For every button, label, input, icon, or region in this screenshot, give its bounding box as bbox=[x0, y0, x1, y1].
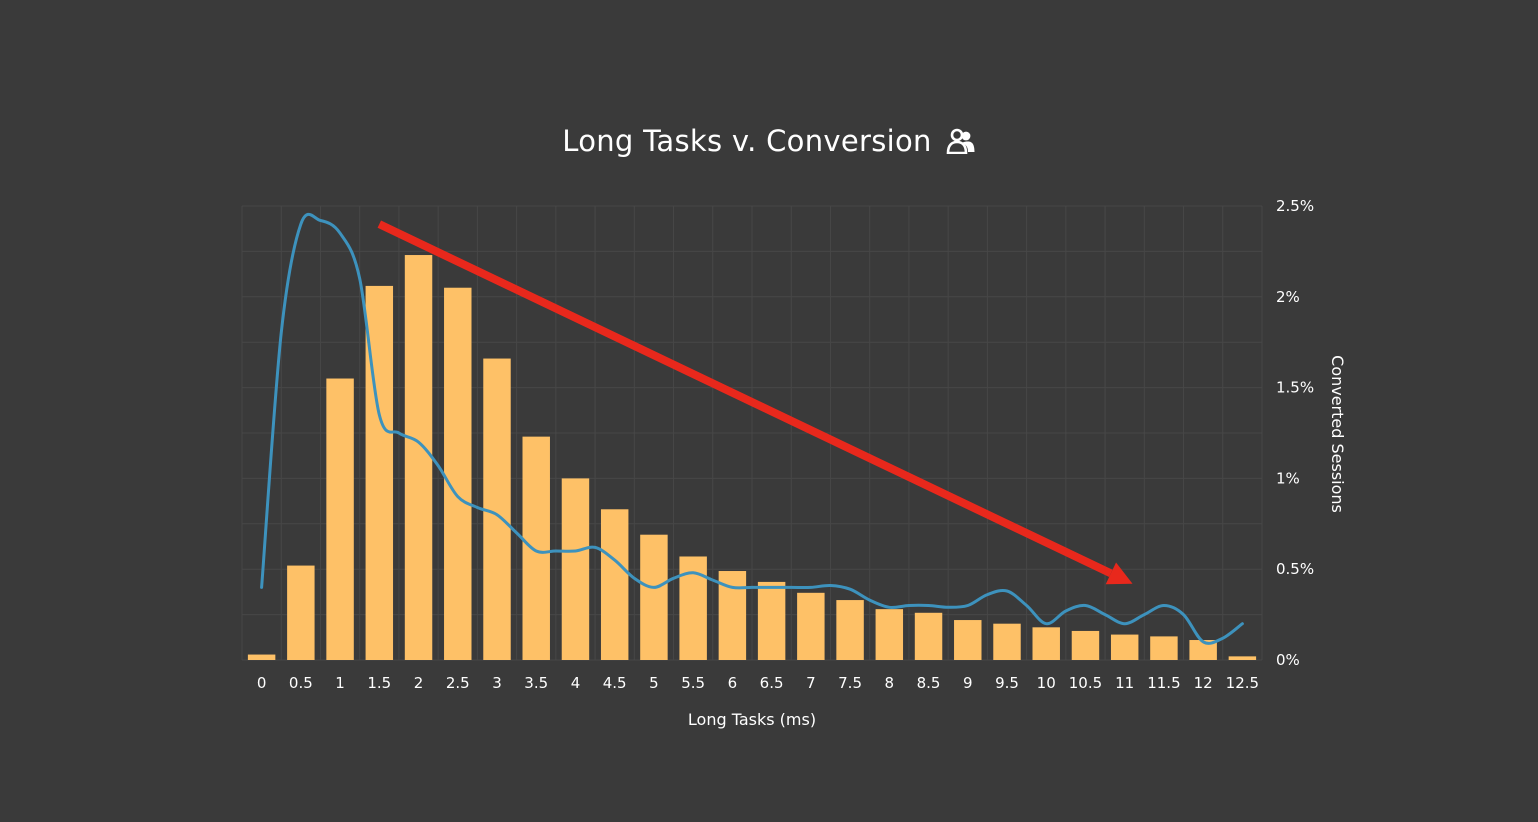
y-tick-label: 2.5% bbox=[1276, 197, 1314, 215]
x-tick-label: 10.5 bbox=[1069, 674, 1102, 692]
grid bbox=[241, 205, 1263, 661]
bar bbox=[561, 478, 590, 660]
conversion-line-layer bbox=[260, 212, 1244, 645]
trend-arrow-shaft bbox=[377, 220, 1113, 577]
x-tick-label: 1.5 bbox=[367, 674, 391, 692]
y-tick-label: 0.5% bbox=[1276, 560, 1314, 578]
trend-arrow-layer bbox=[377, 220, 1133, 585]
trend-arrow-head bbox=[1105, 562, 1133, 585]
bar bbox=[1150, 636, 1178, 660]
x-tick-label: 9.5 bbox=[995, 674, 1019, 692]
x-tick-label: 12.5 bbox=[1226, 674, 1259, 692]
bars bbox=[247, 255, 1257, 661]
bar bbox=[247, 654, 276, 660]
x-tick-label: 1 bbox=[335, 674, 345, 692]
y-tick-label: 0% bbox=[1276, 651, 1300, 669]
bar bbox=[954, 620, 982, 660]
y-tick-label: 2% bbox=[1276, 288, 1300, 306]
x-tick-label: 4 bbox=[571, 674, 581, 692]
x-tick-label: 0 bbox=[257, 674, 267, 692]
bar bbox=[600, 509, 629, 660]
x-tick-label: 0.5 bbox=[289, 674, 313, 692]
x-tick-label: 2 bbox=[414, 674, 424, 692]
x-tick-label: 5 bbox=[649, 674, 659, 692]
bar bbox=[287, 565, 315, 660]
y-tick-label: 1.5% bbox=[1276, 379, 1314, 397]
bar bbox=[875, 609, 904, 660]
chart-title-row: Long Tasks v. Conversion bbox=[0, 124, 1538, 158]
bar bbox=[404, 255, 433, 661]
x-tick-label: 3 bbox=[492, 674, 502, 692]
x-tick-label: 8 bbox=[885, 674, 895, 692]
bar bbox=[444, 287, 472, 660]
y-tick-label: 1% bbox=[1276, 469, 1300, 487]
bar bbox=[326, 378, 354, 660]
bar bbox=[1228, 656, 1257, 660]
y-axis-title: Converted Sessions bbox=[1328, 355, 1347, 513]
bar bbox=[1189, 640, 1217, 660]
x-tick-label: 6 bbox=[728, 674, 738, 692]
x-tick-label: 6.5 bbox=[760, 674, 784, 692]
chart-title: Long Tasks v. Conversion bbox=[562, 124, 932, 158]
users-icon bbox=[946, 128, 975, 154]
x-tick-label: 7 bbox=[806, 674, 816, 692]
x-tick-label: 3.5 bbox=[524, 674, 548, 692]
bar bbox=[836, 600, 864, 660]
bar bbox=[797, 592, 825, 660]
x-tick-labels: 0 0.5 1 1.5 2 2.5 3 3.5 4 4.5 5 5.5 6 6.5 7 7.5 8 8.5 9 9.5… bbox=[257, 674, 1259, 692]
x-tick-label: 12 bbox=[1194, 674, 1213, 692]
y-tick-labels: 0% 0.5% 1% 1.5% 2% 2.5% bbox=[1276, 197, 1314, 669]
bar bbox=[1032, 627, 1060, 660]
bar bbox=[993, 623, 1021, 660]
conversion-line bbox=[260, 212, 1244, 645]
x-axis-title: Long Tasks (ms) bbox=[688, 710, 816, 729]
x-tick-label: 9 bbox=[963, 674, 973, 692]
x-tick-label: 4.5 bbox=[603, 674, 627, 692]
x-tick-label: 8.5 bbox=[917, 674, 941, 692]
x-tick-label: 11 bbox=[1115, 674, 1134, 692]
bar bbox=[914, 612, 943, 660]
bar bbox=[757, 581, 786, 660]
bar bbox=[522, 436, 550, 660]
x-tick-label: 2.5 bbox=[446, 674, 470, 692]
x-tick-label: 11.5 bbox=[1147, 674, 1180, 692]
x-tick-label: 10 bbox=[1037, 674, 1056, 692]
bar bbox=[1071, 630, 1100, 660]
x-tick-label: 7.5 bbox=[838, 674, 862, 692]
bar bbox=[640, 534, 668, 660]
bar bbox=[483, 358, 511, 660]
bar bbox=[1110, 634, 1139, 660]
x-tick-label: 5.5 bbox=[681, 674, 705, 692]
